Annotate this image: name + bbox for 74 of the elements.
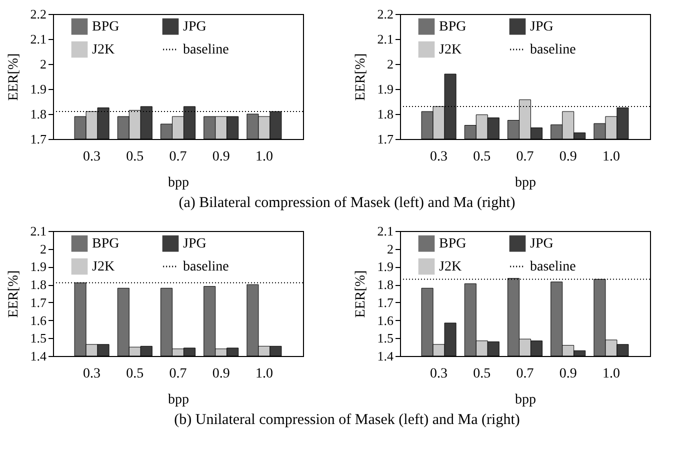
legend-label: BPG xyxy=(439,236,466,252)
x-tick-label: 0.5 xyxy=(126,150,144,164)
legend-label: JPG xyxy=(530,236,554,252)
y-axis-title: EER[%] xyxy=(6,270,22,318)
y-tick-label: 1.6 xyxy=(377,312,394,328)
x-tick-label: 0.5 xyxy=(126,366,144,382)
x-tick-label: 0.9 xyxy=(212,150,230,164)
y-tick-label: 1.9 xyxy=(30,82,46,96)
text: (a) Bilateral compression of Masek (left) and Ma (right) xyxy=(178,194,516,213)
y-tick-label: 1.9 xyxy=(30,259,46,274)
x-axis-title: bpp xyxy=(168,392,189,408)
legend-label: baseline xyxy=(183,260,229,274)
legend-label: BPG xyxy=(439,20,466,35)
y-tick-label: 1.7 xyxy=(30,294,47,310)
y-tick-label: 1.8 xyxy=(30,106,46,122)
legend-label: baseline xyxy=(530,260,576,274)
y-tick-label: 1.6 xyxy=(30,312,47,328)
y-tick-label: 1.5 xyxy=(377,330,394,346)
x-axis-title: bpp xyxy=(515,176,536,190)
x-tick-label: 1.0 xyxy=(602,366,620,382)
y-tick-label: 1.5 xyxy=(30,330,46,346)
y-tick-label: 2.1 xyxy=(377,32,394,46)
x-tick-label: 1.0 xyxy=(255,366,273,382)
y-tick-label: 2 xyxy=(387,56,394,72)
legend-label: JPG xyxy=(183,236,206,252)
y-axis-title: EER[%] xyxy=(353,53,368,101)
x-axis-title: bpp xyxy=(515,392,536,408)
legend-label: BPG xyxy=(92,20,120,35)
y-tick-label: 2 xyxy=(40,56,46,72)
y-tick-label: 1.9 xyxy=(377,82,394,96)
x-tick-label: 0.9 xyxy=(559,150,577,164)
y-tick-label: 1.8 xyxy=(30,277,46,292)
y-tick-label: 2 xyxy=(40,241,46,256)
text: (b) Unilateral compression of Masek (left) and Ma (right) xyxy=(173,411,521,430)
x-tick-label: 0.3 xyxy=(430,366,448,382)
y-tick-label: 2.2 xyxy=(30,6,46,22)
legend-label: J2K xyxy=(439,260,462,274)
legend-label: baseline xyxy=(530,42,576,58)
x-tick-label: 0.7 xyxy=(169,366,187,382)
legend-label: J2K xyxy=(92,42,115,58)
legend-label: BPG xyxy=(92,236,120,252)
legend-label: JPG xyxy=(530,20,554,35)
y-tick-label: 1.8 xyxy=(377,277,394,292)
x-tick-label: 0.3 xyxy=(83,150,101,164)
y-tick-label: 1.7 xyxy=(30,132,47,146)
legend-label: J2K xyxy=(439,42,462,58)
y-tick-label: 1.4 xyxy=(377,348,394,364)
x-tick-label: 0.9 xyxy=(212,366,230,382)
x-tick-label: 0.5 xyxy=(473,366,491,382)
x-tick-label: 0.7 xyxy=(516,150,534,164)
y-tick-label: 1.9 xyxy=(377,259,394,274)
y-tick-label: 2.1 xyxy=(30,224,46,238)
x-tick-label: 0.7 xyxy=(516,366,534,382)
legend-label: baseline xyxy=(183,42,229,58)
y-axis-title: EER[%] xyxy=(6,53,22,101)
y-tick-label: 1.7 xyxy=(377,294,394,310)
legend-label: J2K xyxy=(92,260,115,274)
x-tick-label: 1.0 xyxy=(255,150,273,164)
x-tick-label: 0.9 xyxy=(559,366,577,382)
legend-label: JPG xyxy=(183,20,206,35)
y-tick-label: 1.8 xyxy=(377,106,394,122)
y-tick-label: 1.7 xyxy=(377,132,394,146)
x-tick-label: 0.3 xyxy=(430,150,448,164)
x-tick-label: 0.5 xyxy=(473,150,491,164)
x-axis-title: bpp xyxy=(168,176,189,190)
y-tick-label: 1.4 xyxy=(30,348,47,364)
y-tick-label: 2.1 xyxy=(377,224,394,238)
x-tick-label: 0.7 xyxy=(169,150,187,164)
x-tick-label: 1.0 xyxy=(602,150,620,164)
x-tick-label: 0.3 xyxy=(83,366,101,382)
y-axis-title: EER[%] xyxy=(353,270,368,318)
y-tick-label: 2 xyxy=(387,241,394,256)
y-tick-label: 2.1 xyxy=(30,32,46,46)
y-tick-label: 2.2 xyxy=(377,6,394,22)
